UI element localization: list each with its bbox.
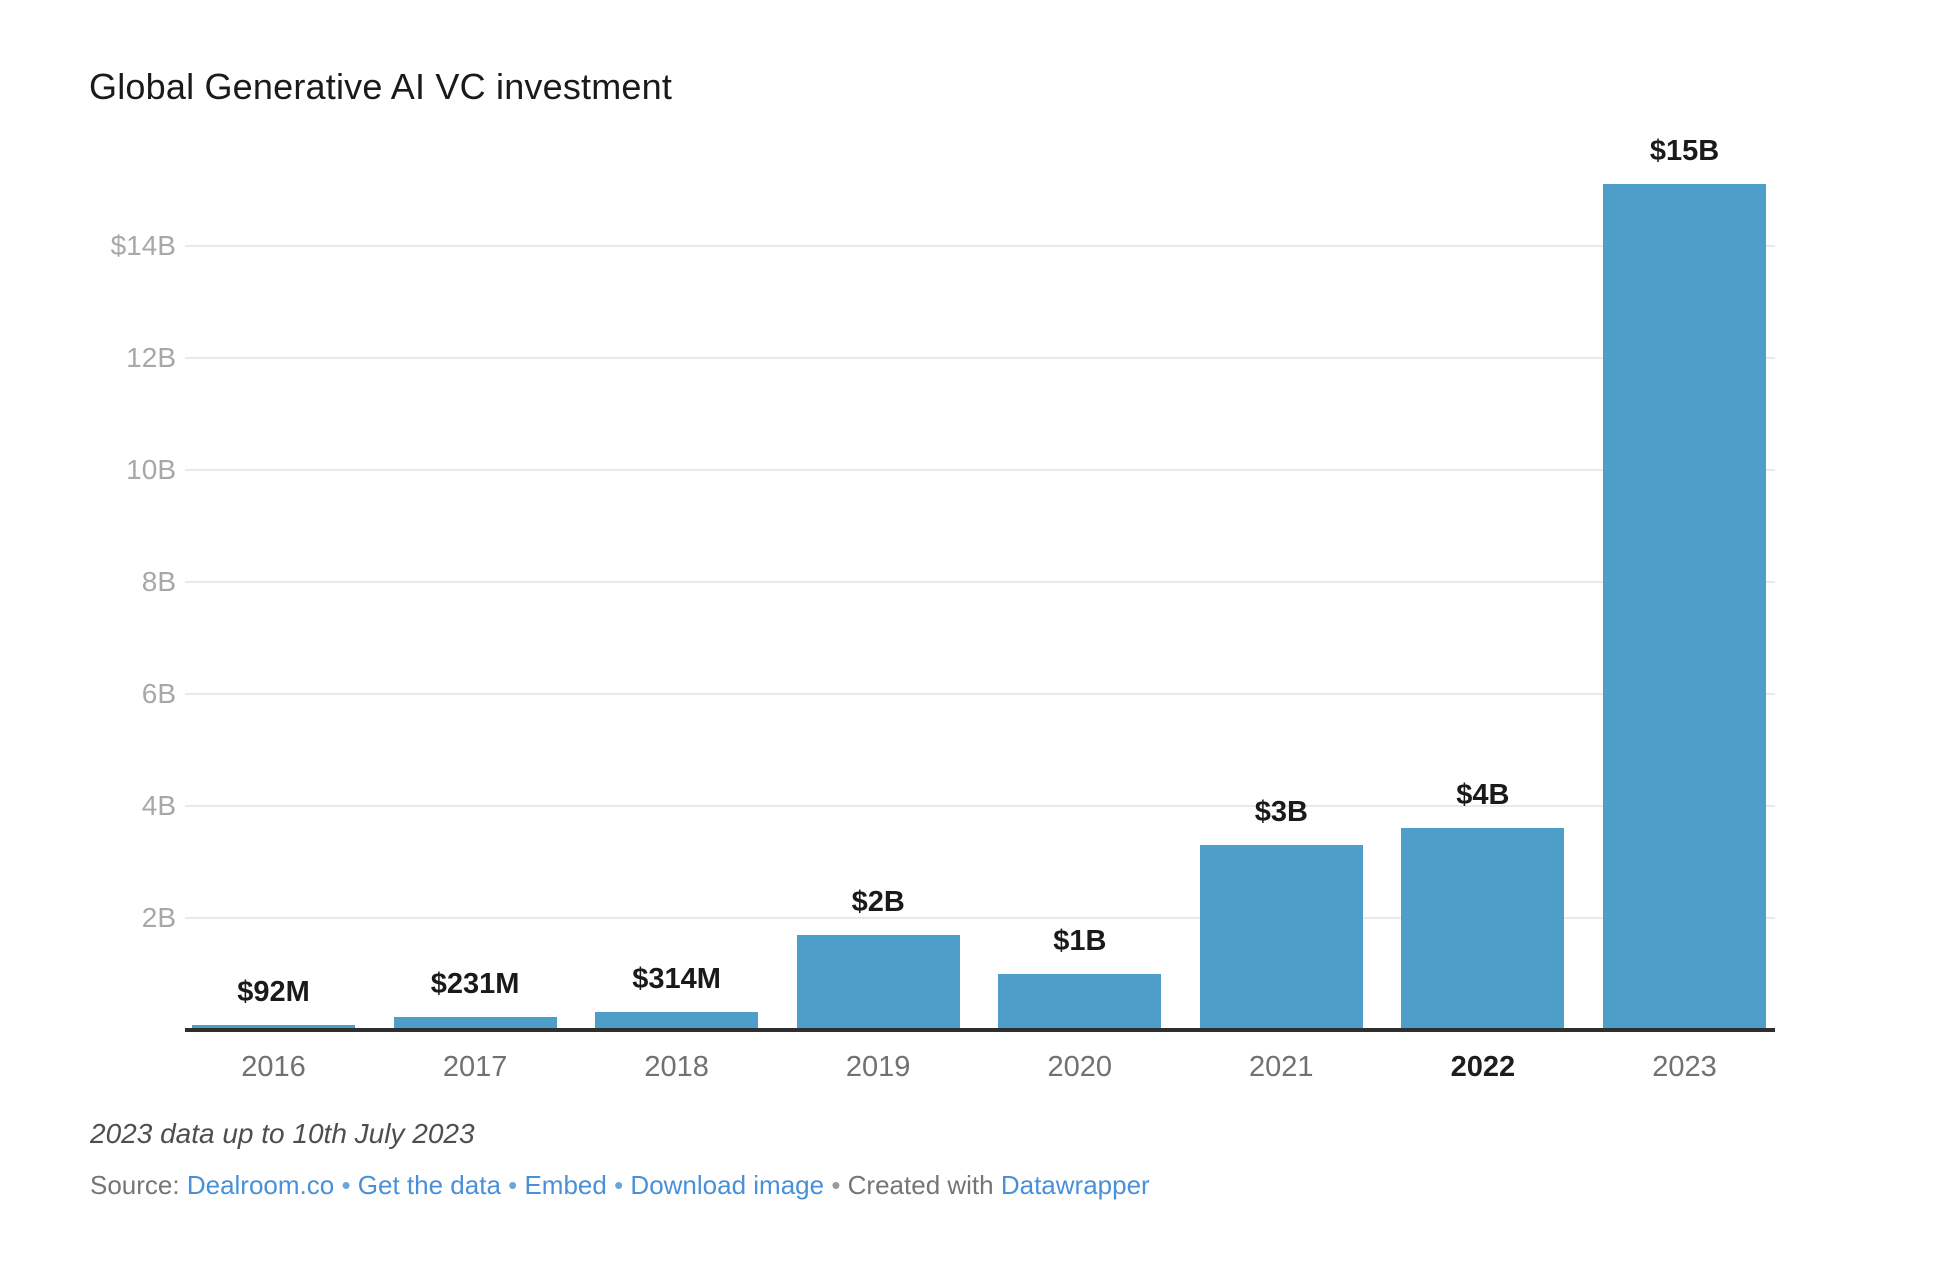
created-with-text: Created with	[847, 1170, 1001, 1200]
y-axis-tick-label: 8B	[141, 566, 176, 597]
x-axis-line	[185, 1028, 1775, 1032]
bar-2017	[393, 1017, 557, 1030]
gridline	[185, 693, 1775, 695]
bar-2019	[796, 934, 960, 1030]
datawrapper-link[interactable]: Datawrapper	[1000, 1170, 1150, 1200]
bar-2021	[1199, 845, 1363, 1030]
bar-2018	[595, 1012, 759, 1030]
gridline	[185, 469, 1775, 471]
source-prefix: Source:	[90, 1170, 187, 1200]
y-axis-tick-label: 6B	[141, 678, 176, 709]
y-axis-tick-label: 4B	[141, 790, 176, 821]
value-label-2022: $4B	[1456, 779, 1510, 812]
separator-dot: •	[334, 1170, 358, 1200]
value-label-2017: $231M	[430, 968, 520, 1001]
separator-dot: •	[606, 1170, 631, 1200]
x-axis-label-2020: 2020	[1047, 1051, 1113, 1083]
get-the-data-link[interactable]: Get the data	[357, 1170, 501, 1200]
gridline	[185, 245, 1775, 247]
separator-dot: •	[824, 1170, 848, 1200]
bar-2023	[1603, 184, 1766, 1030]
y-axis-tick-label: $14B	[110, 230, 176, 261]
x-axis-label-2017: 2017	[442, 1051, 508, 1083]
gridline	[185, 581, 1775, 583]
y-axis-tick-label: 2B	[141, 902, 176, 933]
x-axis-label-2023: 2023	[1652, 1051, 1717, 1083]
gridline	[185, 357, 1775, 359]
chart-title: Global Generative AI VC investment	[89, 66, 673, 107]
x-axis-label-2018: 2018	[644, 1051, 709, 1083]
x-axis-label-2022: 2022	[1450, 1051, 1516, 1083]
value-label-2019: $2B	[851, 885, 905, 918]
gridline	[185, 805, 1775, 807]
x-axis-label-2016: 2016	[241, 1051, 306, 1083]
value-label-2023: $15B	[1649, 135, 1720, 168]
x-axis-label-2021: 2021	[1249, 1051, 1314, 1083]
bar-2022	[1401, 828, 1565, 1030]
bar-2016	[192, 1024, 355, 1030]
y-axis-tick-label: 12B	[126, 342, 176, 373]
value-label-2016: $92M	[237, 975, 310, 1008]
y-axis-tick-label: 10B	[126, 454, 176, 485]
separator-dot: •	[500, 1170, 525, 1200]
download-image-link[interactable]: Download image	[630, 1170, 825, 1200]
value-label-2021: $3B	[1254, 796, 1308, 829]
bar-2020	[998, 974, 1162, 1030]
footnote: 2023 data up to 10th July 2023	[90, 1118, 475, 1149]
value-label-2020: $1B	[1053, 925, 1107, 957]
gridline	[185, 917, 1775, 919]
source-line: Source: Dealroom.co • Get the data • Emb…	[90, 1170, 1150, 1201]
source-link-dealroom[interactable]: Dealroom.co	[186, 1170, 335, 1200]
value-label-2018: $314M	[632, 963, 721, 996]
embed-link[interactable]: Embed	[524, 1170, 607, 1200]
x-axis-label-2019: 2019	[845, 1051, 911, 1083]
